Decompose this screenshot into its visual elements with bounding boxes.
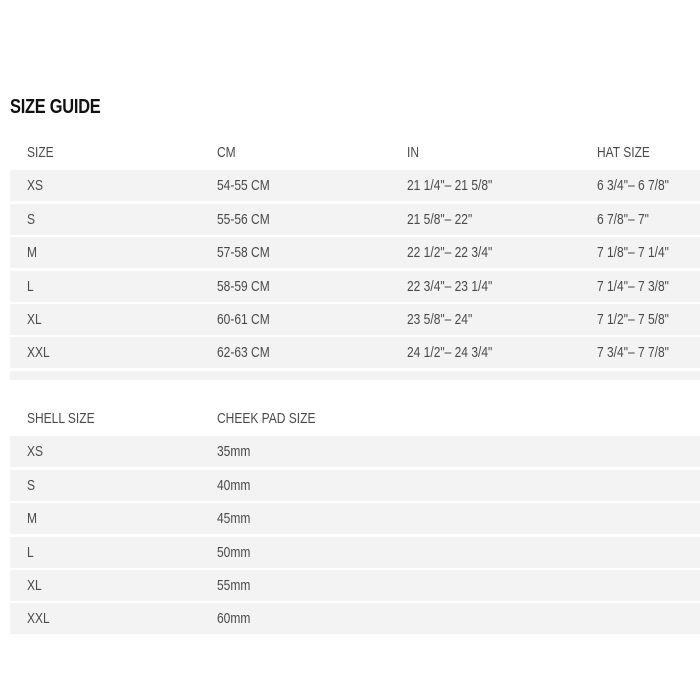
table-cell: 57-58 CM [217, 244, 270, 262]
table-row: S 40mm [10, 469, 700, 501]
table-cell: 6 3/4"– 6 7/8" [597, 177, 669, 195]
table-row: M 57-58 CM 22 1/2"– 22 3/4" 7 1/8"– 7 1/4" [10, 237, 700, 269]
column-header: CHEEK PAD SIZE [217, 410, 316, 427]
table-cell: 58-59 CM [217, 277, 270, 295]
table-cell: 7 1/8"– 7 1/4" [597, 244, 669, 262]
shell-size-table: SHELL SIZE CHEEK PAD SIZE XS 35mm S 40mm M 45mm… [10, 403, 700, 637]
table-cell: S [27, 210, 36, 228]
table-cell: 35mm [217, 443, 251, 461]
page-title: SIZE GUIDE [10, 96, 101, 118]
table-header-row: SHELL SIZE CHEEK PAD SIZE [10, 403, 700, 434]
table-cell: 40mm [217, 476, 251, 494]
table-cell: 45mm [217, 510, 251, 528]
table-cell: 55mm [217, 576, 251, 594]
table-cell: S [27, 476, 36, 494]
table-row: XS 35mm [10, 436, 700, 468]
table-cell: 55-56 CM [217, 210, 270, 228]
table-cell: 7 1/2"– 7 5/8" [597, 310, 669, 328]
table-row: XXL 62-63 CM 24 1/2"– 24 3/4" 7 3/4"– 7 7/8… [10, 337, 700, 369]
table-row: XL 60-61 CM 23 5/8"– 24" 7 1/2"– 7 5/8" [10, 303, 700, 335]
column-header: HAT SIZE [597, 144, 650, 161]
table-cell: XL [27, 576, 42, 594]
table-cell: M [27, 244, 37, 262]
table-cell: XS [27, 177, 44, 195]
table-cell: 62-63 CM [217, 344, 270, 362]
table-cell: XXL [27, 610, 50, 628]
table-row: XS 54-55 CM 21 1/4"– 21 5/8" 6 3/4"– 6 7/8" [10, 170, 700, 202]
table-cell: 6 7/8"– 7" [597, 210, 649, 228]
column-header: CM [217, 144, 236, 161]
table-cell: 50mm [217, 543, 251, 561]
table-cell: L [27, 277, 34, 295]
table-cell: XXL [27, 344, 50, 362]
table-cell: 22 1/2"– 22 3/4" [407, 244, 493, 262]
table-cell: M [27, 510, 37, 528]
table-cell: 24 1/2"– 24 3/4" [407, 344, 493, 362]
table-cell: 22 3/4"– 23 1/4" [407, 277, 493, 295]
column-header: SIZE [27, 144, 54, 161]
column-header: SHELL SIZE [27, 410, 95, 427]
table-cell: 21 5/8"– 22" [407, 210, 473, 228]
column-header: IN [407, 144, 419, 161]
table-footer-band [10, 370, 700, 380]
table-header-row: SIZE CM IN HAT SIZE [10, 137, 700, 168]
table-cell: 23 5/8"– 24" [407, 310, 473, 328]
table-cell: 7 3/4"– 7 7/8" [597, 344, 669, 362]
table-cell: 60-61 CM [217, 310, 270, 328]
table-cell: XS [27, 443, 44, 461]
table-cell: XL [27, 310, 42, 328]
table-cell: 21 1/4"– 21 5/8" [407, 177, 493, 195]
table-cell: 7 1/4"– 7 3/8" [597, 277, 669, 295]
table-row: L 50mm [10, 536, 700, 568]
table-cell: 54-55 CM [217, 177, 270, 195]
table-row: XL 55mm [10, 569, 700, 601]
table-cell: L [27, 543, 34, 561]
size-table: SIZE CM IN HAT SIZE XS 54-55 CM 21 1/4"– 21 5/… [10, 137, 700, 380]
table-row: S 55-56 CM 21 5/8"– 22" 6 7/8"– 7" [10, 203, 700, 235]
table-row: M 45mm [10, 503, 700, 535]
table-cell: 60mm [217, 610, 251, 628]
table-row: L 58-59 CM 22 3/4"– 23 1/4" 7 1/4"– 7 3/8" [10, 270, 700, 302]
table-row: XXL 60mm [10, 603, 700, 635]
